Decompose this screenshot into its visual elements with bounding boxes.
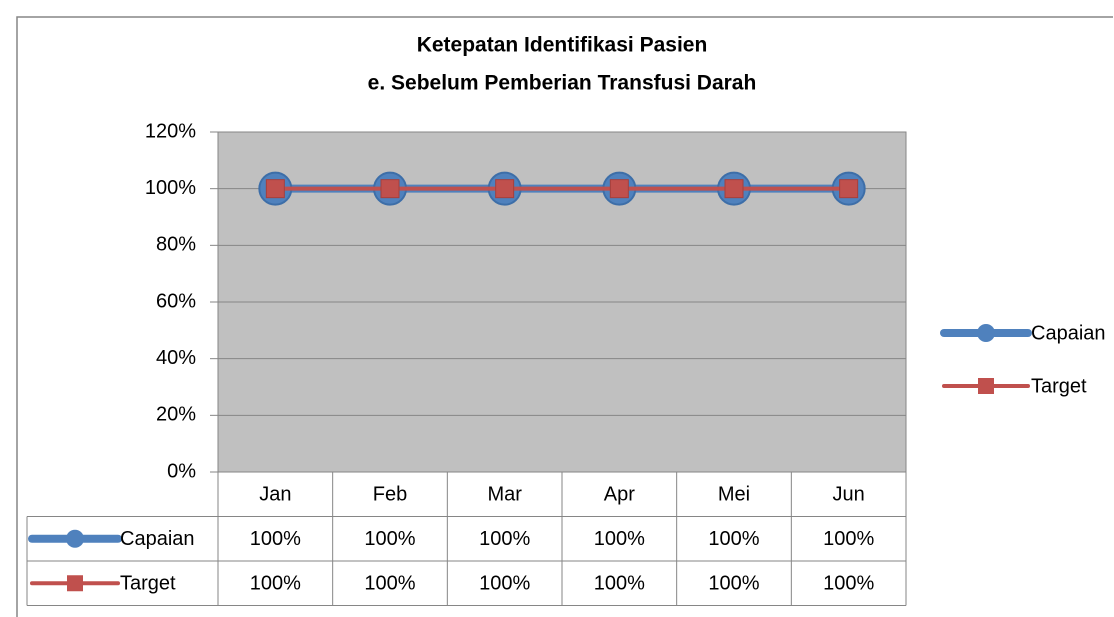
table-series-name: Target [120,573,176,595]
table-legend-key [67,575,83,592]
y-tick-label: 0% [167,460,196,482]
chart-title: Ketepatan Identifikasi Pasien [417,34,708,57]
table-value: 100% [250,528,301,550]
table-value: 100% [594,573,645,595]
point [609,179,629,199]
x-tick-label: Jun [833,484,865,506]
table-value: 100% [594,528,645,550]
x-tick-label: Mar [487,484,522,506]
point [380,179,400,199]
table-value: 100% [823,573,874,595]
legend-key [977,324,995,342]
table-value: 100% [708,573,759,595]
table-legend-key [66,529,84,548]
table-value: 100% [708,528,759,550]
y-tick-label: 20% [156,404,196,426]
x-tick-label: Feb [373,484,407,506]
x-tick-label: Mei [718,484,750,506]
table-series-name: Capaian [120,528,195,550]
table-value: 100% [250,573,301,595]
point [724,179,744,199]
legend-key [978,378,994,394]
y-tick-label: 60% [156,290,196,312]
chart-border [16,16,1113,617]
point [839,179,859,199]
x-tick-label: Apr [604,484,635,506]
y-tick-label: 40% [156,347,196,369]
table-value: 100% [479,573,530,595]
table-value: 100% [364,573,415,595]
y-tick-label: 100% [145,177,196,199]
x-tick-label: Jan [259,484,291,506]
table-value: 100% [364,528,415,550]
chart-subtitle: e. Sebelum Pemberian Transfusi Darah [368,72,757,95]
legend-label: Target [1031,375,1087,397]
point [495,179,515,199]
table-value: 100% [823,528,874,550]
point [265,179,285,199]
y-tick-label: 120% [145,120,196,142]
table-value: 100% [479,528,530,550]
legend-label: Capaian [1031,322,1106,344]
y-tick-label: 80% [156,234,196,256]
